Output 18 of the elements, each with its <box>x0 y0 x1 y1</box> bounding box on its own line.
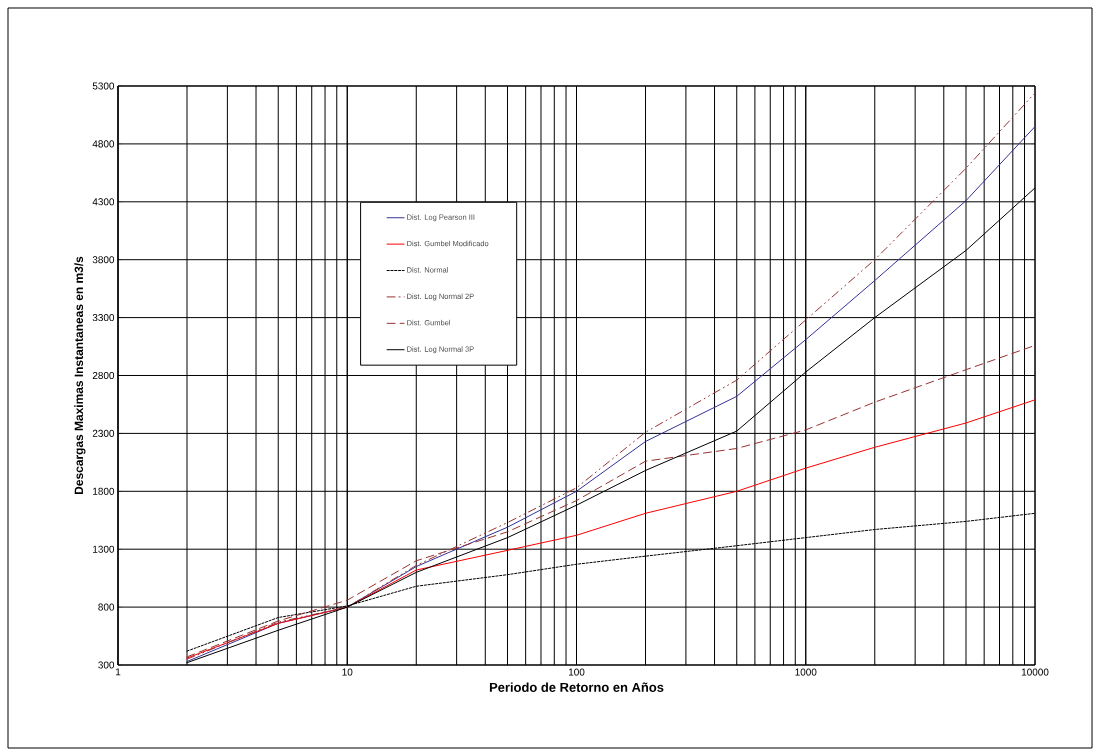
y-tick-label: 3800 <box>92 256 115 264</box>
y-tick-label: 300 <box>98 661 115 669</box>
y-tick-label: 2800 <box>92 371 115 380</box>
x-tick-label: 1000 <box>795 668 817 676</box>
x-tick-label: 10000 <box>1021 668 1049 676</box>
y-tick-label: 1800 <box>93 487 115 495</box>
y-tick-label: 800 <box>98 603 115 611</box>
y-tick-label: 1300 <box>93 545 115 553</box>
x-axis-title: Periodo de Retorno en Años <box>489 682 664 692</box>
x-tick-label: 1 <box>116 668 121 676</box>
y-tick-label: 2300 <box>92 429 115 437</box>
y-tick-label: 5300 <box>92 82 115 90</box>
y-tick-label: 4800 <box>92 140 115 148</box>
y-axis-title: Descargas Maximas Instantaneas en m3/s <box>74 256 86 494</box>
y-tick-label: 3300 <box>92 314 115 322</box>
y-tick-label: 4300 <box>92 198 115 206</box>
x-tick-label: 10 <box>342 668 353 676</box>
x-tick-label: 100 <box>568 668 585 676</box>
